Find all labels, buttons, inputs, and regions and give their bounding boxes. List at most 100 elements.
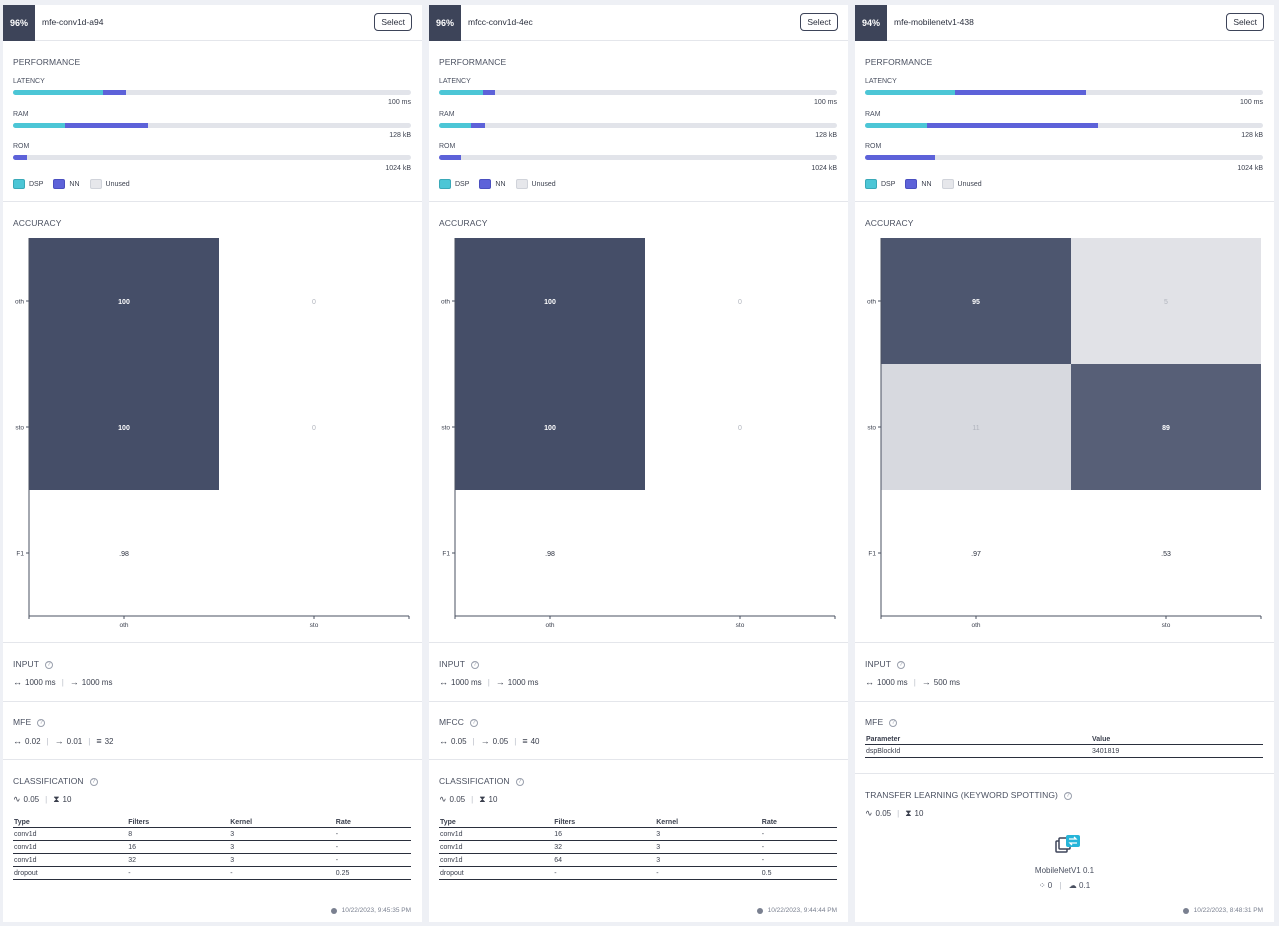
frame-stride-icon: → bbox=[54, 736, 64, 746]
dsp-params-table: Parameter Value dspBlockId 3401819 bbox=[865, 735, 1263, 758]
transfer-model-stats: ⁘ 0 | ☁ 0.1 bbox=[1038, 881, 1091, 890]
info-icon[interactable]: ? bbox=[89, 777, 98, 786]
latency-label: LATENCY bbox=[439, 78, 471, 85]
info-icon[interactable]: ? bbox=[37, 718, 46, 727]
param-value: 3401819 bbox=[1091, 744, 1263, 758]
row-label: F1 bbox=[16, 551, 24, 558]
info-icon[interactable]: ? bbox=[1063, 791, 1072, 800]
f1-score: .53 bbox=[1161, 551, 1171, 558]
table-row: conv1d 32 3- bbox=[439, 840, 837, 854]
rom-label: ROM bbox=[865, 143, 882, 150]
legend-unused: Unused bbox=[941, 179, 982, 189]
layer-filters: 16 bbox=[553, 827, 656, 841]
info-icon[interactable]: ? bbox=[897, 660, 905, 669]
layers-table: Type Filters Kernel Rate conv1d 16 3- conv… bbox=[439, 818, 837, 880]
select-button[interactable]: Select bbox=[1226, 13, 1264, 31]
rom-max: 1024 kB bbox=[1237, 165, 1263, 172]
matrix-cell-value: 11 bbox=[972, 425, 979, 432]
performance-legend: DSP NN Unused bbox=[439, 179, 566, 189]
layer-type: dropout bbox=[439, 866, 554, 880]
col-parameter: Parameter bbox=[865, 735, 1091, 745]
frame-length: 0.02 bbox=[25, 736, 41, 746]
latency-label: LATENCY bbox=[13, 78, 45, 85]
divider bbox=[855, 701, 1274, 702]
info-icon[interactable]: ? bbox=[471, 660, 479, 669]
input-title: INPUT? bbox=[13, 659, 53, 669]
layer-rate: 0.5 bbox=[760, 866, 837, 880]
layer-kernel: 3 bbox=[655, 827, 761, 841]
table-row: conv1d 16 3- bbox=[13, 840, 411, 854]
divider bbox=[429, 759, 848, 760]
matrix-cell-value: 0 bbox=[738, 299, 742, 306]
divider bbox=[855, 201, 1274, 202]
latency-bar bbox=[439, 90, 837, 95]
matrix-cell bbox=[29, 238, 219, 364]
accuracy-title: ACCURACY bbox=[439, 218, 488, 228]
layer-type: dropout bbox=[13, 866, 128, 880]
performance-title: PERFORMANCE bbox=[13, 57, 81, 67]
latency-nn-fill bbox=[102, 90, 127, 95]
card-header: 94% mfe-mobilenetv1-438 Select bbox=[855, 5, 1274, 41]
filter-count: 32 bbox=[104, 736, 114, 746]
table-row: conv1d 8 3- bbox=[13, 827, 411, 841]
ram-label: RAM bbox=[439, 111, 455, 118]
window-stride: 500 ms bbox=[933, 677, 960, 687]
filters-icon: ≡ bbox=[96, 736, 102, 746]
divider bbox=[3, 701, 422, 702]
table-row: dspBlockId 3401819 bbox=[865, 744, 1263, 758]
legend-nn: NN bbox=[905, 179, 932, 189]
learning-rate-icon: ∿ bbox=[439, 794, 447, 804]
f1-score: .97 bbox=[971, 551, 981, 558]
info-icon[interactable]: ? bbox=[515, 777, 524, 786]
layer-filters: 32 bbox=[127, 853, 230, 867]
clock-icon bbox=[756, 907, 763, 914]
select-button[interactable]: Select bbox=[800, 13, 838, 31]
legend-dsp-label: DSP bbox=[881, 180, 896, 188]
col-kernel: Kernel bbox=[229, 818, 335, 828]
confusion-matrix: 95 5 11 89 .97 .53 oth sto F1 oth sto bbox=[867, 238, 1262, 629]
ram-bar bbox=[13, 123, 411, 128]
column-label: sto bbox=[310, 622, 319, 629]
performance-legend: DSP NN Unused bbox=[865, 179, 992, 189]
layer-filters: - bbox=[553, 866, 656, 880]
select-button[interactable]: Select bbox=[374, 13, 412, 31]
rom-bar bbox=[439, 155, 837, 160]
rom-max: 1024 kB bbox=[385, 165, 411, 172]
learning-rate-icon: ∿ bbox=[865, 808, 873, 818]
info-icon[interactable]: ? bbox=[45, 660, 53, 669]
accuracy-badge: 96% bbox=[3, 5, 35, 41]
latency-dsp-fill bbox=[865, 90, 955, 95]
frame-stride: 0.01 bbox=[66, 736, 83, 746]
dsp-params: ↔ 0.05 | → 0.05 | ≡ 40 bbox=[439, 736, 540, 746]
info-icon[interactable]: ? bbox=[469, 718, 478, 727]
classification-title: CLASSIFICATION? bbox=[13, 776, 98, 786]
divider bbox=[3, 759, 422, 760]
col-value: Value bbox=[1091, 735, 1263, 745]
rom-label: ROM bbox=[13, 143, 30, 150]
epochs-icon: ⧗ bbox=[905, 808, 912, 818]
col-rate: Rate bbox=[334, 818, 411, 828]
dsp-title: MFCC? bbox=[439, 717, 478, 727]
card-header: 96% mfcc-conv1d-4ec Select bbox=[429, 5, 848, 41]
latency-label: LATENCY bbox=[865, 78, 897, 85]
table-row: dropout - -0.25 bbox=[13, 866, 411, 880]
window-stride-icon: → bbox=[69, 677, 79, 687]
info-icon[interactable]: ? bbox=[889, 718, 898, 727]
clock-icon bbox=[330, 907, 337, 914]
transfer-model-name: MobileNetV1 0.1 bbox=[1034, 866, 1095, 875]
table-row: conv1d 32 3- bbox=[13, 853, 411, 867]
row-label: sto bbox=[15, 425, 24, 432]
model-name: mfcc-conv1d-4ec bbox=[468, 17, 533, 27]
latency-bar bbox=[13, 90, 411, 95]
neurons-value: 0 bbox=[1047, 881, 1053, 890]
rom-nn-fill bbox=[439, 155, 461, 160]
ram-dsp-fill bbox=[865, 123, 927, 128]
matrix-cell-value: 100 bbox=[118, 425, 130, 432]
classification-params: ∿ 0.05 | ⧗ 10 bbox=[439, 794, 498, 804]
learning-rate: 0.05 bbox=[23, 795, 40, 804]
legend-unused-label: Unused bbox=[105, 180, 130, 188]
filters-icon: ≡ bbox=[522, 736, 528, 746]
col-rate: Rate bbox=[760, 818, 837, 828]
row-label: oth bbox=[441, 299, 450, 306]
model-card: 96% mfe-conv1d-a94 Select PERFORMANCE LA… bbox=[3, 5, 422, 922]
